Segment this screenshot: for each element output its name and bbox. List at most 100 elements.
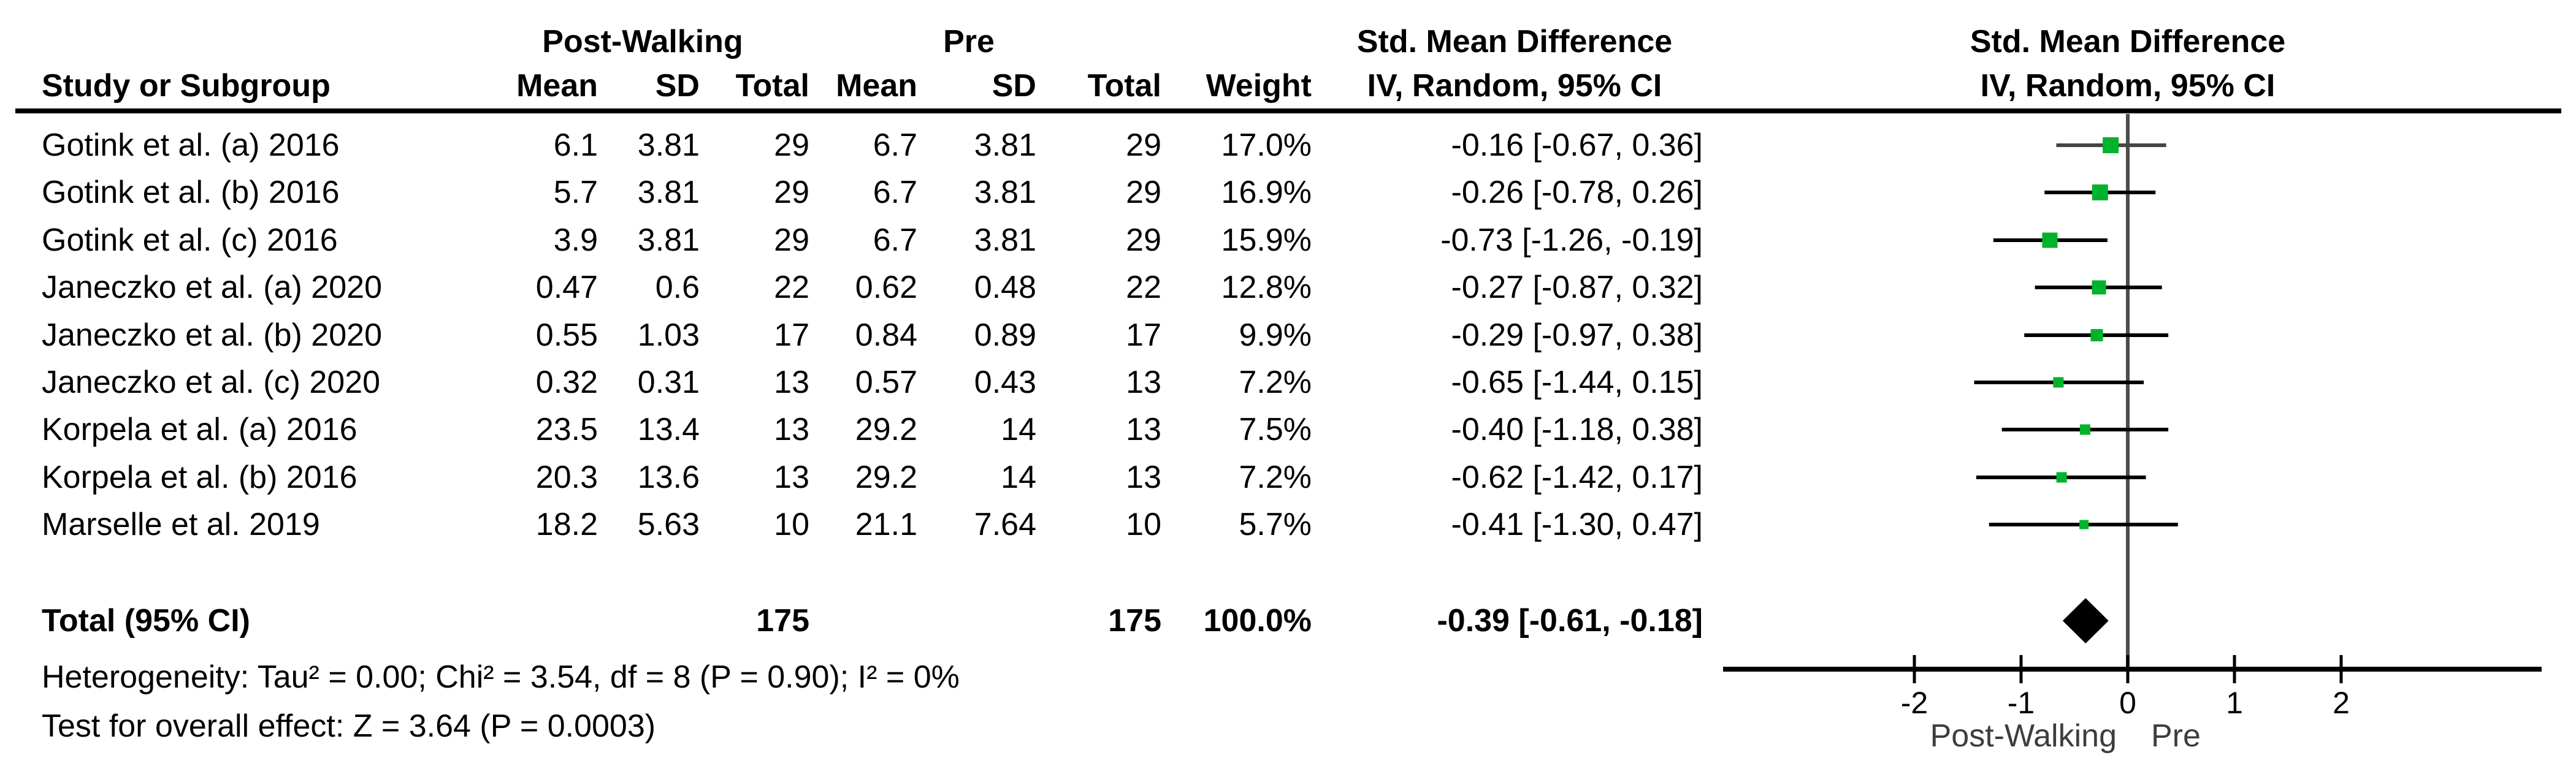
post-sd-cell: 0.6: [655, 270, 700, 305]
post-mean-cell: 3.9: [553, 222, 598, 258]
pre-sd-cell: 14: [1001, 412, 1036, 447]
study-name-cell: Janeczko et al. (b) 2020: [42, 317, 382, 353]
col-header-pre-total: Total: [1087, 68, 1161, 104]
heterogeneity-text: Heterogeneity: Tau² = 0.00; Chi² = 3.54,…: [42, 659, 960, 695]
effect-square: [2092, 280, 2106, 295]
post-mean-cell: 0.32: [535, 365, 598, 400]
axis-tick-label: -1: [2008, 686, 2035, 720]
col-header-study: Study or Subgroup: [42, 68, 331, 104]
overall-effect-text: Test for overall effect: Z = 3.64 (P = 0…: [42, 708, 656, 744]
col-header-pre-mean: Mean: [836, 68, 917, 104]
axis-tick-label: 0: [2119, 686, 2136, 720]
total-weight: 100.0%: [1203, 603, 1312, 639]
effect-square: [2079, 424, 2090, 435]
pre-total-cell: 22: [1126, 270, 1161, 305]
post-mean-cell: 6.1: [553, 127, 598, 163]
axis-tick: [2126, 655, 2130, 683]
post-sd-cell: 13.4: [637, 412, 700, 447]
ci-text-cell: -0.16 [-0.67, 0.36]: [1451, 127, 1703, 163]
total-pre-total: 175: [1108, 603, 1161, 639]
post-sd-cell: 5.63: [637, 507, 700, 542]
col-header-pre-sd: SD: [992, 68, 1036, 104]
post-total-cell: 10: [774, 507, 809, 542]
post-mean-cell: 0.47: [535, 270, 598, 305]
weight-cell: 17.0%: [1221, 127, 1312, 163]
pre-sd-cell: 0.89: [974, 317, 1036, 353]
post-sd-cell: 3.81: [637, 127, 700, 163]
post-total-cell: 13: [774, 365, 809, 400]
axis-tick-label: -2: [1901, 686, 1928, 720]
weight-cell: 16.9%: [1221, 175, 1312, 210]
axis-tick: [2233, 655, 2236, 683]
post-sd-cell: 1.03: [637, 317, 700, 353]
group-header-post-walking: Post-Walking: [542, 24, 743, 59]
pre-mean-cell: 6.7: [873, 222, 917, 258]
post-total-cell: 29: [774, 175, 809, 210]
ci-text-cell: -0.73 [-1.26, -0.19]: [1440, 222, 1703, 258]
pre-total-cell: 17: [1126, 317, 1161, 353]
pre-total-cell: 13: [1126, 460, 1161, 495]
ci-text-cell: -0.41 [-1.30, 0.47]: [1451, 507, 1703, 542]
effect-square: [2079, 520, 2089, 529]
effect-square: [2056, 472, 2067, 483]
smd-column-subtitle: IV, Random, 95% CI: [1367, 68, 1662, 104]
study-name-cell: Gotink et al. (c) 2016: [42, 222, 338, 258]
ci-text-cell: -0.29 [-0.97, 0.38]: [1451, 317, 1703, 353]
header-rule: [15, 108, 2561, 113]
pre-mean-cell: 0.57: [855, 365, 917, 400]
ci-text-cell: -0.27 [-0.87, 0.32]: [1451, 270, 1703, 305]
pre-mean-cell: 6.7: [873, 175, 917, 210]
study-name-cell: Janeczko et al. (c) 2020: [42, 365, 381, 400]
effect-square: [2053, 377, 2064, 388]
pre-total-cell: 29: [1126, 175, 1161, 210]
axis-tick-label: 2: [2333, 686, 2350, 720]
post-sd-cell: 3.81: [637, 175, 700, 210]
axis-sublabel-right: Pre: [2151, 718, 2201, 754]
axis-tick: [1913, 655, 1916, 683]
pre-mean-cell: 0.84: [855, 317, 917, 353]
plot-column-title: Std. Mean Difference: [1970, 24, 2286, 59]
col-header-weight: Weight: [1206, 68, 1312, 104]
post-sd-cell: 13.6: [637, 460, 700, 495]
pre-sd-cell: 3.81: [974, 127, 1036, 163]
pre-mean-cell: 0.62: [855, 270, 917, 305]
pre-total-cell: 13: [1126, 365, 1161, 400]
col-header-post-sd: SD: [655, 68, 700, 104]
post-total-cell: 29: [774, 127, 809, 163]
study-name-cell: Korpela et al. (a) 2016: [42, 412, 357, 447]
pre-total-cell: 10: [1126, 507, 1161, 542]
pre-sd-cell: 3.81: [974, 222, 1036, 258]
weight-cell: 7.2%: [1239, 460, 1312, 495]
effect-square: [2042, 232, 2058, 248]
pre-sd-cell: 3.81: [974, 175, 1036, 210]
effect-square: [2090, 329, 2103, 341]
post-mean-cell: 23.5: [535, 412, 598, 447]
col-header-post-total: Total: [735, 68, 809, 104]
axis-tick-label: 1: [2226, 686, 2243, 720]
post-total-cell: 13: [774, 412, 809, 447]
total-ci-text: -0.39 [-0.61, -0.18]: [1437, 603, 1703, 639]
post-mean-cell: 18.2: [535, 507, 598, 542]
post-sd-cell: 3.81: [637, 222, 700, 258]
group-header-pre: Pre: [943, 24, 995, 59]
post-mean-cell: 0.55: [535, 317, 598, 353]
weight-cell: 7.5%: [1239, 412, 1312, 447]
ci-text-cell: -0.62 [-1.42, 0.17]: [1451, 460, 1703, 495]
ci-text-cell: -0.40 [-1.18, 0.38]: [1451, 412, 1703, 447]
effect-square: [2103, 137, 2119, 153]
study-name-cell: Korpela et al. (b) 2016: [42, 460, 357, 495]
study-name-cell: Marselle et al. 2019: [42, 507, 320, 542]
pre-mean-cell: 29.2: [855, 412, 917, 447]
axis-tick: [2339, 655, 2343, 683]
pre-total-cell: 13: [1126, 412, 1161, 447]
pre-sd-cell: 0.43: [974, 365, 1036, 400]
zero-line: [2126, 114, 2130, 669]
post-total-cell: 17: [774, 317, 809, 353]
post-mean-cell: 5.7: [553, 175, 598, 210]
summary-diamond: [2062, 598, 2109, 643]
post-total-cell: 22: [774, 270, 809, 305]
post-mean-cell: 20.3: [535, 460, 598, 495]
axis-tick: [2019, 655, 2023, 683]
